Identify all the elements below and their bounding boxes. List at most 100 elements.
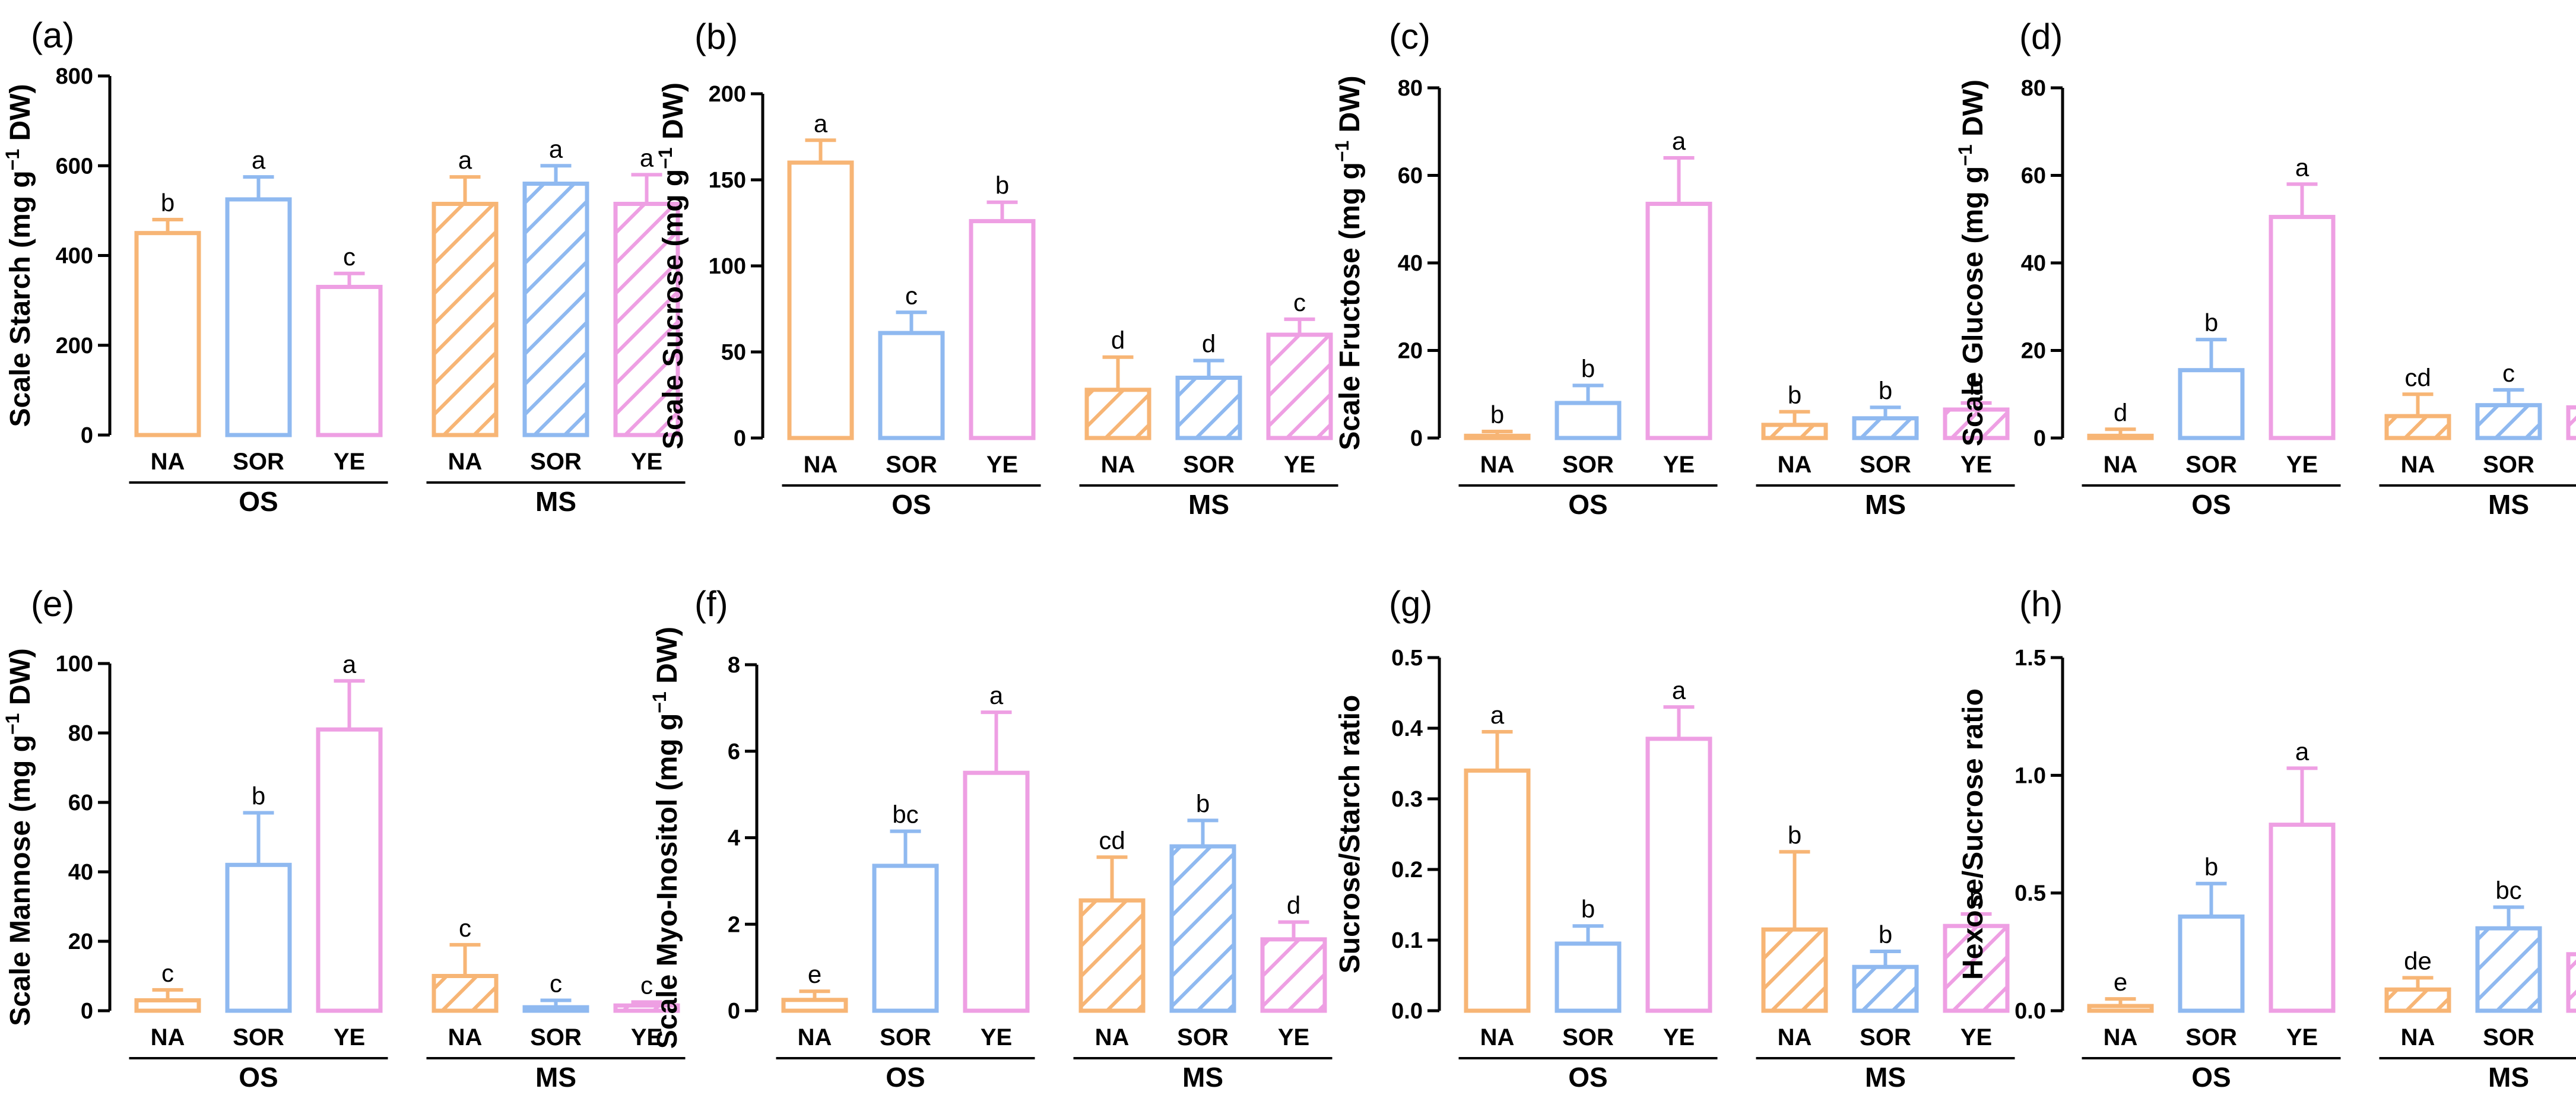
panel-5-bar-ms-ye (613, 1003, 680, 1013)
panel-7-significance-letter: b (1581, 895, 1595, 923)
panel-5-category-label: NA (151, 1024, 185, 1050)
panel-2-panel-label: (b) (694, 17, 738, 56)
panel-7-significance-letter: a (1672, 676, 1686, 704)
panel-3-significance-letter: b (1490, 401, 1504, 429)
panel-2-significance-letter: a (814, 109, 828, 137)
panel-4-significance-letter: c (2502, 359, 2515, 387)
panel-7-group-label: OS (1568, 1062, 1607, 1093)
panel-7-significance-letter: b (1788, 821, 1801, 849)
panel-3-panel-label: (c) (1389, 17, 1430, 56)
panel-2-bar-ms-na (1084, 388, 1151, 440)
panel-1-category-label: YE (334, 449, 365, 475)
panel-6-y-tick-label: 0 (728, 999, 740, 1024)
panel-1-bar-os-ye (316, 284, 383, 437)
panel-7-category-label: NA (1480, 1024, 1515, 1050)
panel-1-bar-ms-na (432, 202, 499, 437)
panel-2-significance-letter: b (995, 172, 1009, 199)
panel-2-category-label: NA (1101, 452, 1135, 478)
panel-8-significance-letter: a (2295, 737, 2309, 765)
panel-7-y-tick-label: 0.4 (1391, 716, 1423, 741)
panel-5-bar-os-sor (225, 862, 292, 1013)
panel-1-significance-letter: a (252, 146, 266, 174)
panel-4-bar-ms-sor (2475, 403, 2542, 440)
panel-5-y-tick-label: 80 (68, 721, 93, 746)
panel-3-category-label: NA (1480, 452, 1515, 478)
panel-8-bar-os-na (2087, 1004, 2154, 1013)
panel-5-significance-letter: c (459, 914, 471, 942)
panel-7-category-label: YE (1663, 1024, 1695, 1050)
panel-2-category-label: YE (986, 452, 1018, 478)
panel-3-category-label: NA (1778, 452, 1812, 478)
panel-6-bar-os-ye (963, 770, 1030, 1013)
panel-2-bar-os-ye (969, 219, 1036, 440)
panel-3-significance-letter: b (1879, 376, 1892, 404)
panel-2-category-label: SOR (886, 452, 937, 478)
panel-2-y-axis-label: Scale Sucrose (mg g−1 DW) (655, 82, 689, 449)
panel-5-bar-ms-na (432, 974, 499, 1013)
panel-3-category-label: SOR (1562, 452, 1614, 478)
panel-8-y-tick-label: 1.5 (2015, 646, 2046, 671)
panel-6-y-tick-label: 4 (728, 826, 740, 851)
panel-3-bar-ms-ye (1943, 407, 2010, 440)
panel-3-group-label: MS (1865, 489, 1906, 520)
panel-1-y-axis-label: Scale Starch (mg g−1 DW) (2, 84, 36, 427)
panel-8-y-tick-label: 0.5 (2015, 881, 2046, 906)
panel-1-category-label: YE (631, 449, 662, 475)
panel-4-category-label: NA (2104, 452, 2138, 478)
panel-5-category-label: SOR (530, 1024, 582, 1050)
panel-5-group-label: OS (239, 1062, 278, 1093)
panel-4-significance-letter: b (2204, 309, 2218, 337)
panel-3-significance-letter: b (1969, 372, 1983, 400)
panel-6-bar-ms-na (1078, 898, 1146, 1013)
panel-4-y-tick-label: 0 (2033, 426, 2046, 451)
panel-8-significance-letter: e (2114, 968, 2127, 996)
panel-7-category-label: SOR (1562, 1024, 1614, 1050)
panel-8-bar-os-ye (2269, 823, 2336, 1013)
panel-4-y-tick-label: 80 (2021, 76, 2046, 101)
panel-4-bar-os-na (2087, 433, 2154, 440)
panel-6-category-label: NA (1095, 1024, 1130, 1050)
panel-4-bar-ms-ye (2566, 405, 2576, 440)
panel-3-significance-letter: a (1672, 127, 1686, 155)
panel-8-category-label: YE (2286, 1024, 2318, 1050)
panel-3-category-label: SOR (1860, 452, 1911, 478)
panel-7-y-tick-label: 0.0 (1391, 999, 1423, 1024)
panel-4-y-axis-label: Scale Glucose (mg g−1 DW) (1955, 80, 1989, 446)
panel-5-y-tick-label: 100 (56, 652, 93, 677)
panel-4-bar-ms-na (2384, 414, 2451, 440)
panel-5-significance-letter: a (342, 650, 357, 678)
panel-1-bar-ms-sor (522, 182, 589, 437)
panel-6-category-label: YE (1278, 1024, 1309, 1050)
panel-8-group-label: MS (2488, 1062, 2529, 1093)
panel-6-significance-letter: bc (892, 801, 918, 829)
panel-8-significance-letter: de (2404, 947, 2432, 975)
panel-1-category-label: SOR (530, 449, 582, 475)
panel-6-bar-ms-sor (1169, 844, 1236, 1013)
panel-6-significance-letter: cd (1099, 826, 1125, 854)
panel-8-category-label: NA (2401, 1024, 2435, 1050)
panel-8-significance-letter: b (2204, 853, 2218, 881)
panel-8-bar-os-sor (2178, 914, 2245, 1013)
panel-4-category-label: SOR (2483, 452, 2534, 478)
panel-6-bar-os-na (781, 998, 848, 1013)
panel-7-category-label: SOR (1860, 1024, 1911, 1050)
panel-7-bar-ms-ye (1943, 923, 2010, 1013)
panel-1-significance-letter: b (161, 189, 175, 217)
panel-8-significance-letter: bc (2495, 876, 2521, 904)
panel-3-significance-letter: b (1581, 355, 1595, 383)
panel-3-bar-os-na (1464, 433, 1531, 440)
panel-5-category-label: SOR (233, 1024, 284, 1050)
panel-3-y-axis-label: Scale Fructose (mg g−1 DW) (1331, 75, 1366, 450)
panel-6-y-axis-label: Scale Myo-Inositol (mg g−1 DW) (649, 627, 683, 1049)
panel-5-bar-ms-sor (522, 1005, 589, 1013)
panel-8-category-label: NA (2104, 1024, 2138, 1050)
panel-4-y-tick-label: 20 (2021, 339, 2046, 364)
panel-6-bar-os-sor (872, 864, 939, 1013)
panel-5-bar-os-ye (316, 727, 383, 1013)
panel-1-category-label: NA (151, 449, 185, 475)
panel-5-panel-label: (e) (31, 584, 74, 624)
panel-7-y-tick-label: 0.1 (1391, 928, 1423, 953)
panel-8-bar-ms-sor (2475, 926, 2542, 1013)
panel-1-significance-letter: a (458, 146, 472, 174)
